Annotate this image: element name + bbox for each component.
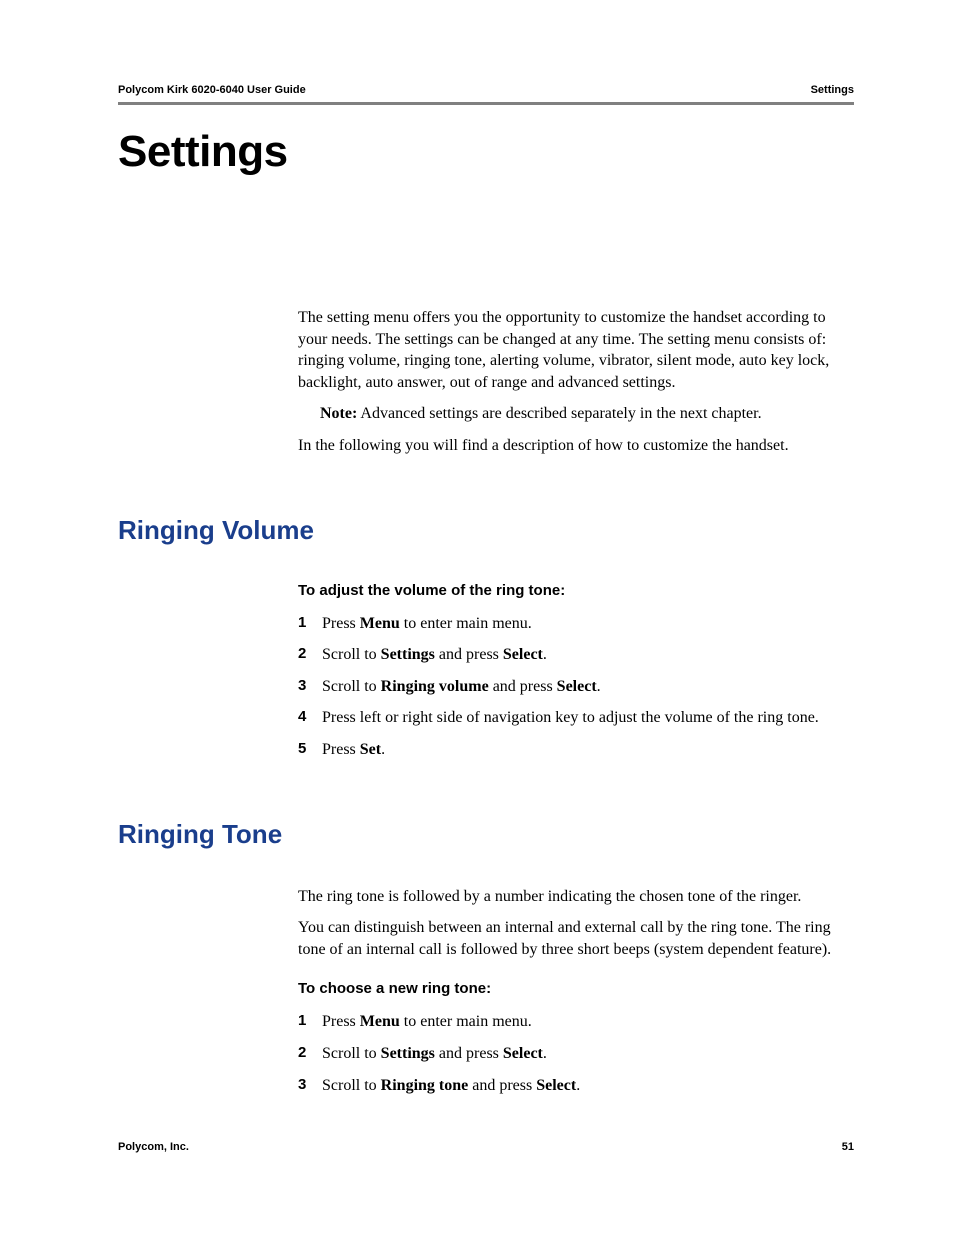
header-rule: [118, 102, 854, 105]
step-bold: Select: [557, 678, 597, 695]
step-text: and press: [468, 1077, 536, 1094]
running-footer: Polycom, Inc. 51: [118, 1141, 854, 1153]
ringing-tone-steps: Press Menu to enter main menu. Scroll to…: [298, 1011, 854, 1096]
step-bold: Select: [503, 1045, 543, 1062]
step-text: .: [381, 741, 385, 758]
note-text: Advanced settings are described separate…: [357, 405, 761, 422]
intro-paragraph-1: The setting menu offers you the opportun…: [298, 307, 854, 393]
step-text: Scroll to: [322, 646, 381, 663]
step: Scroll to Settings and press Select.: [298, 1043, 854, 1065]
ringing-tone-paragraph-1: The ring tone is followed by a number in…: [298, 886, 854, 908]
step-text: and press: [435, 646, 503, 663]
ringing-volume-steps: Press Menu to enter main menu. Scroll to…: [298, 613, 854, 761]
page-content: Polycom Kirk 6020-6040 User Guide Settin…: [118, 84, 854, 1165]
step-bold: Settings: [381, 1045, 435, 1062]
step-text: Scroll to: [322, 1077, 381, 1094]
header-left: Polycom Kirk 6020-6040 User Guide: [118, 84, 306, 96]
note-label: Note:: [320, 405, 357, 422]
intro-note: Note: Advanced settings are described se…: [298, 403, 854, 425]
footer-page-number: 51: [842, 1141, 854, 1153]
step-bold: Ringing volume: [381, 678, 489, 695]
chapter-title: Settings: [118, 127, 854, 177]
ringing-volume-subhead: To adjust the volume of the ring tone:: [298, 582, 854, 599]
intro-block: The setting menu offers you the opportun…: [298, 307, 854, 457]
running-header: Polycom Kirk 6020-6040 User Guide Settin…: [118, 84, 854, 102]
step-text: and press: [435, 1045, 503, 1062]
footer-left: Polycom, Inc.: [118, 1141, 189, 1153]
step-bold: Select: [503, 646, 543, 663]
step-text: Scroll to: [322, 678, 381, 695]
step-bold: Ringing tone: [381, 1077, 469, 1094]
step-text: Press: [322, 741, 360, 758]
step-text: .: [543, 646, 547, 663]
step: Press Menu to enter main menu.: [298, 1011, 854, 1033]
step-text: Press left or right side of navigation k…: [322, 709, 819, 726]
step-text: Scroll to: [322, 1045, 381, 1062]
section-ringing-tone-body: The ring tone is followed by a number in…: [298, 886, 854, 1097]
step-bold: Set: [360, 741, 381, 758]
step: Scroll to Ringing volume and press Selec…: [298, 676, 854, 698]
header-right: Settings: [811, 84, 854, 96]
section-ringing-volume-body: To adjust the volume of the ring tone: P…: [298, 582, 854, 761]
step: Scroll to Ringing tone and press Select.: [298, 1075, 854, 1097]
step: Press Set.: [298, 739, 854, 761]
step-text: .: [543, 1045, 547, 1062]
step-text: to enter main menu.: [400, 1013, 532, 1030]
ringing-tone-subhead: To choose a new ring tone:: [298, 980, 854, 997]
step-text: to enter main menu.: [400, 615, 532, 632]
step-bold: Menu: [360, 1013, 400, 1030]
step-text: .: [576, 1077, 580, 1094]
section-ringing-volume-title: Ringing Volume: [118, 515, 854, 546]
step: Press left or right side of navigation k…: [298, 707, 854, 729]
ringing-tone-paragraph-2: You can distinguish between an internal …: [298, 917, 854, 960]
step-bold: Settings: [381, 646, 435, 663]
step-text: .: [597, 678, 601, 695]
intro-paragraph-3: In the following you will find a descrip…: [298, 435, 854, 457]
step-bold: Menu: [360, 615, 400, 632]
step-bold: Select: [536, 1077, 576, 1094]
step-text: Press: [322, 1013, 360, 1030]
step: Press Menu to enter main menu.: [298, 613, 854, 635]
step: Scroll to Settings and press Select.: [298, 644, 854, 666]
section-ringing-tone-title: Ringing Tone: [118, 819, 854, 850]
step-text: Press: [322, 615, 360, 632]
step-text: and press: [489, 678, 557, 695]
